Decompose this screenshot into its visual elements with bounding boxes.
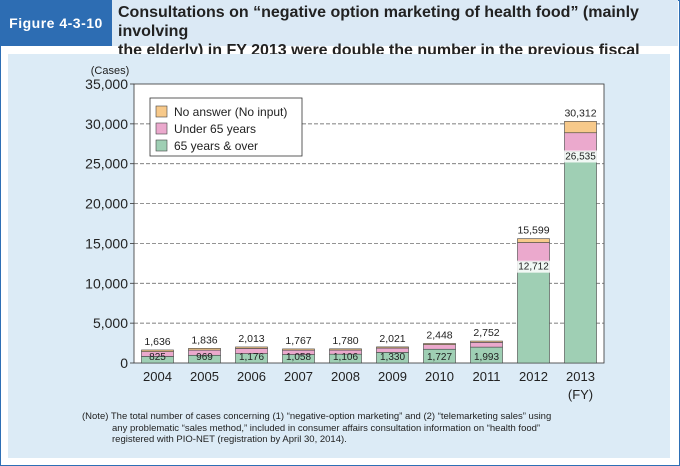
bar-segment: [141, 349, 174, 352]
legend-label: Under 65 years: [174, 122, 256, 136]
bar-total-label: 1,836: [191, 334, 217, 346]
bar-value-label-bg: [562, 150, 599, 163]
bar-segment: [188, 348, 221, 351]
bar-value-label: 969: [196, 352, 213, 363]
bar-segment: [376, 346, 409, 349]
y-tick-label: 25,000: [85, 156, 128, 172]
figure-label: Figure 4-3-10: [0, 0, 112, 46]
bar-total-label: 2,448: [426, 329, 452, 341]
bar-value-label: 1,058: [286, 352, 311, 363]
x-tick-label: 2009: [378, 369, 407, 384]
chart-note: (Note) The total number of cases concern…: [82, 411, 602, 446]
y-tick-label: 0: [120, 355, 128, 371]
bar-total-label: 1,636: [144, 336, 170, 348]
y-tick-label: 10,000: [85, 275, 128, 291]
legend-swatch: [155, 105, 168, 118]
bar-total-label: 30,312: [564, 107, 596, 119]
bar-total-label: 1,767: [285, 335, 311, 347]
legend-swatch: [155, 139, 168, 152]
x-tick-label: 2012: [519, 369, 548, 384]
bar-value-label: 1,330: [380, 352, 405, 363]
bar-segment: [564, 132, 597, 152]
bar-segment: [235, 346, 268, 349]
bar-total-label: 1,780: [332, 335, 358, 347]
x-tick-label: 2008: [331, 369, 360, 384]
bar-segment: [329, 348, 362, 351]
x-tick-label: 2006: [237, 369, 266, 384]
x-tick-label: 2013: [566, 369, 595, 384]
bar-total-label: 15,599: [517, 225, 549, 237]
y-unit-label: (Cases): [91, 65, 130, 77]
bar-value-label: 1,106: [333, 352, 358, 363]
legend-box: [149, 97, 303, 157]
x-tick-label: 2007: [284, 369, 313, 384]
y-tick-label: 35,000: [85, 76, 128, 92]
x-tick-label: 2005: [190, 369, 219, 384]
note-line-1: (Note) The total number of cases concern…: [82, 411, 552, 422]
note-line-3: registered with PIO-NET (registration by…: [112, 434, 347, 445]
bar-segment: [423, 343, 456, 345]
bar-value-label: 1,176: [239, 352, 264, 363]
bar-value-label: 1,727: [427, 352, 452, 363]
bar-segment: [517, 242, 550, 262]
figure-title-line-1: Consultations on “negative option market…: [118, 4, 639, 40]
bar-total-label: 2,752: [473, 327, 499, 339]
bar-segment: [517, 261, 550, 364]
bar-value-label: 26,535: [565, 151, 596, 162]
bar-value-label: 1,993: [474, 352, 499, 363]
bar-segment: [564, 121, 597, 134]
y-tick-label: 20,000: [85, 196, 128, 212]
x-tick-label: 2010: [425, 369, 454, 384]
x-tick-label: 2011: [473, 369, 501, 384]
bar-segment: [470, 340, 503, 343]
legend-swatch: [155, 122, 168, 135]
bar-segment: [564, 151, 597, 364]
bar-value-label: 825: [149, 352, 166, 363]
bar-segment: [282, 348, 315, 351]
y-tick-label: 5,000: [93, 315, 128, 331]
legend-label: No answer (No input): [174, 105, 287, 119]
note-line-2: any problematic “sales method,” included…: [112, 422, 541, 434]
bar-segment: [423, 344, 456, 350]
bar-segment: [517, 238, 550, 243]
bar-value-label-bg: [515, 260, 552, 273]
x-unit-label: (FY): [568, 387, 593, 402]
legend-label: 65 years & over: [174, 139, 258, 153]
y-tick-label: 15,000: [85, 235, 128, 251]
bar-segment: [470, 342, 503, 348]
bar-value-label: 12,712: [518, 262, 549, 273]
x-tick-label: 2004: [143, 369, 172, 384]
bar-total-label: 2,021: [379, 333, 405, 345]
bar-total-label: 2,013: [238, 333, 264, 345]
y-tick-label: 30,000: [85, 116, 128, 132]
